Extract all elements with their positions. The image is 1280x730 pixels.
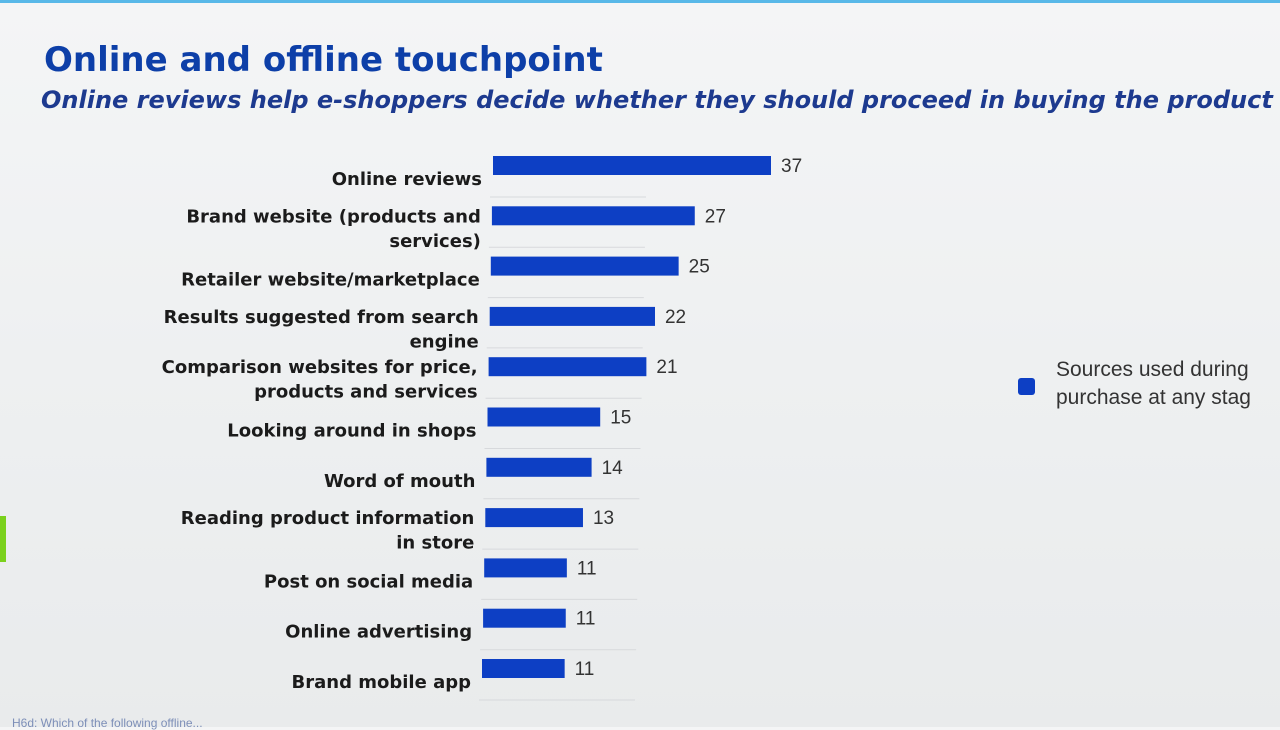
category-label: Comparison websites for price, (162, 357, 478, 378)
legend-label-line-2: purchase at any stag (1056, 386, 1251, 409)
category-label: Brand website (products and (186, 206, 481, 227)
category-label: Post on social media (264, 571, 473, 592)
category-label: Online advertising (285, 622, 472, 643)
bar-value-label: 37 (781, 156, 802, 177)
bar-value-label: 14 (602, 458, 624, 479)
bar (491, 206, 695, 226)
bar-value-label: 11 (575, 659, 595, 680)
bar-value-label: 25 (689, 257, 710, 278)
bar (482, 659, 565, 678)
bar (485, 508, 583, 528)
category-label: Reading product information (181, 508, 475, 529)
chart-value-labels: 37 27 25 22 21 15 14 13 11 11 11 (575, 156, 802, 680)
category-label: Looking around in shops (227, 421, 476, 442)
category-label: Results suggested from search (164, 307, 479, 328)
bar-value-label: 21 (656, 357, 677, 378)
chart-bars (482, 156, 771, 678)
chart-category-labels: Online reviews Brand website (products an… (162, 169, 482, 693)
category-label: Word of mouth (324, 471, 475, 492)
bar (487, 407, 601, 427)
chart-legend: Sources used during purchase at any stag (1018, 356, 1251, 412)
top-accent-strip (0, 0, 1280, 3)
bar (483, 608, 566, 628)
page-title: Online and offline touchpoint (44, 40, 603, 80)
bar-value-label: 27 (705, 206, 726, 227)
category-label: services) (389, 231, 481, 252)
bar (484, 558, 567, 578)
footnote: H6d: Which of the following offline... (12, 716, 203, 730)
bar-value-label: 11 (576, 609, 596, 630)
legend-label-line-1: Sources used during (1056, 358, 1249, 381)
category-label: products and services (254, 382, 478, 403)
bar-value-label: 11 (577, 558, 597, 579)
bar (486, 457, 592, 477)
bar-value-label: 15 (610, 408, 631, 429)
bar-value-label: 22 (665, 307, 686, 328)
bar (488, 357, 647, 377)
bar (489, 306, 655, 326)
category-label: Online reviews (332, 169, 482, 190)
bar-chart: 37 27 25 22 21 15 14 13 11 11 11 Online reviews Bra… (162, 156, 802, 701)
page-subtitle: Online reviews help e-shoppers decide wh… (41, 86, 1273, 114)
category-label: Brand mobile app (292, 672, 472, 693)
category-label: engine (410, 331, 479, 352)
category-label: in store (396, 533, 474, 554)
legend-swatch (1018, 378, 1035, 395)
legend-label: Sources used during purchase at any stag (1056, 356, 1251, 412)
bar-value-label: 13 (593, 508, 614, 529)
bar (490, 256, 679, 276)
chart-row-guides (479, 196, 646, 701)
bar (493, 156, 771, 175)
category-label: Retailer website/marketplace (181, 270, 480, 291)
left-accent-bar (0, 516, 6, 562)
